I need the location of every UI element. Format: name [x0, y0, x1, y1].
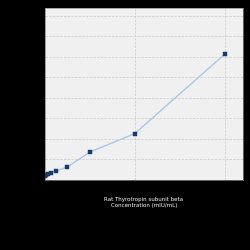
- Y-axis label: OD: OD: [20, 89, 25, 99]
- X-axis label: Rat Thyrotropin subunit beta
Concentration (mIU/mL): Rat Thyrotropin subunit beta Concentrati…: [104, 197, 183, 207]
